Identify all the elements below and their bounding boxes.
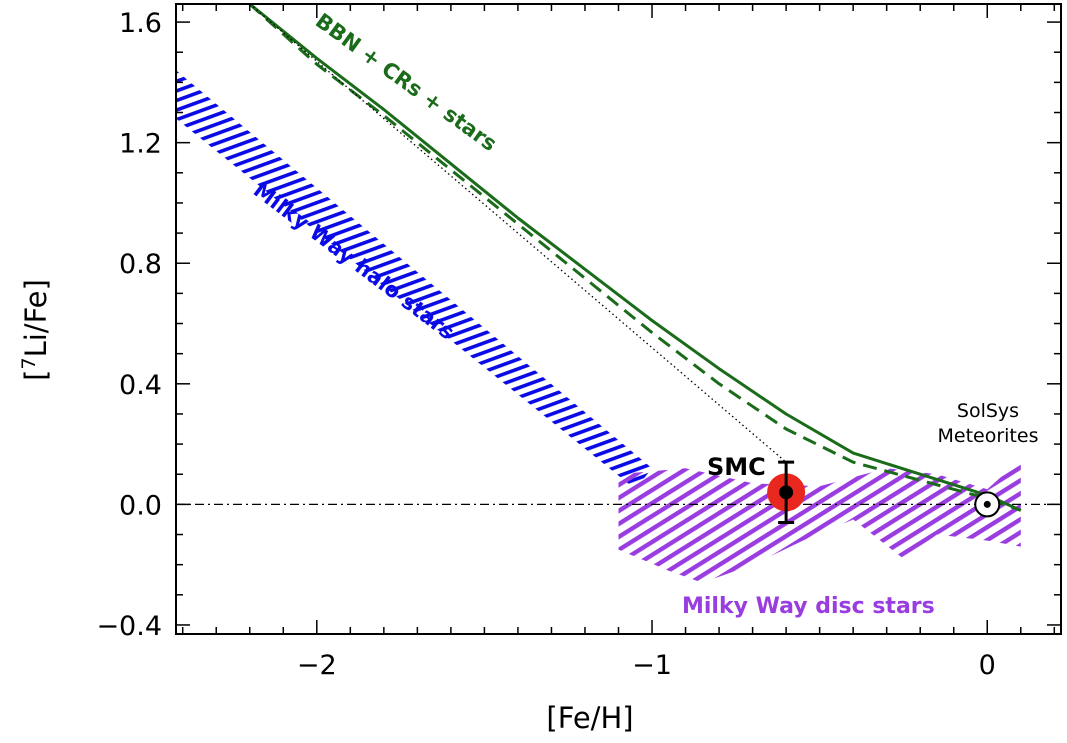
y-tick-label: 1.6: [119, 8, 162, 39]
y-axis-title-sup: 7: [18, 357, 40, 369]
regions-layer: [176, 70, 1021, 583]
x-axis-title: [Fe/H]: [546, 701, 633, 735]
points-layer: [767, 460, 1001, 524]
series-line-dotted: [249, 4, 787, 463]
y-tick-label: 1.2: [119, 129, 162, 160]
x-tick-label: −1: [632, 650, 672, 681]
ticks-layer: [176, 4, 1061, 634]
y-tick-label: 0.4: [119, 370, 162, 401]
region-halo: [176, 70, 652, 490]
x-tick-label: −2: [297, 650, 337, 681]
series-line-dashed: [248, 4, 1022, 512]
series-layer: [248, 4, 1022, 512]
y-axis-title-prefix: [: [19, 370, 53, 381]
x-tick-label: 0: [979, 650, 996, 681]
disc-label: Milky Way disc stars: [682, 594, 935, 619]
solsys-label-line2: Meteorites: [938, 425, 1039, 447]
series-line-solid: [248, 4, 1022, 512]
region-disc: [618, 459, 1021, 583]
solsys-label-line1: SolSys: [957, 400, 1019, 422]
y-axis-title-rest: Li/Fe]: [19, 279, 53, 357]
smc-label: SMC: [707, 453, 766, 481]
y-tick-label: −0.4: [96, 611, 162, 642]
y-axis-title: [7Li/Fe]: [18, 279, 53, 381]
y-tick-label: 0.0: [119, 490, 162, 521]
halo-label: Milky Way halo stars: [249, 178, 459, 345]
y-tick-label: 0.8: [119, 249, 162, 280]
solsys-sun-dot: [983, 500, 991, 508]
tick-labels-layer: −2 −1 0 −0.4 0.0 0.4 0.8 1.2 1.6: [96, 8, 995, 681]
smc-point: [779, 485, 794, 500]
